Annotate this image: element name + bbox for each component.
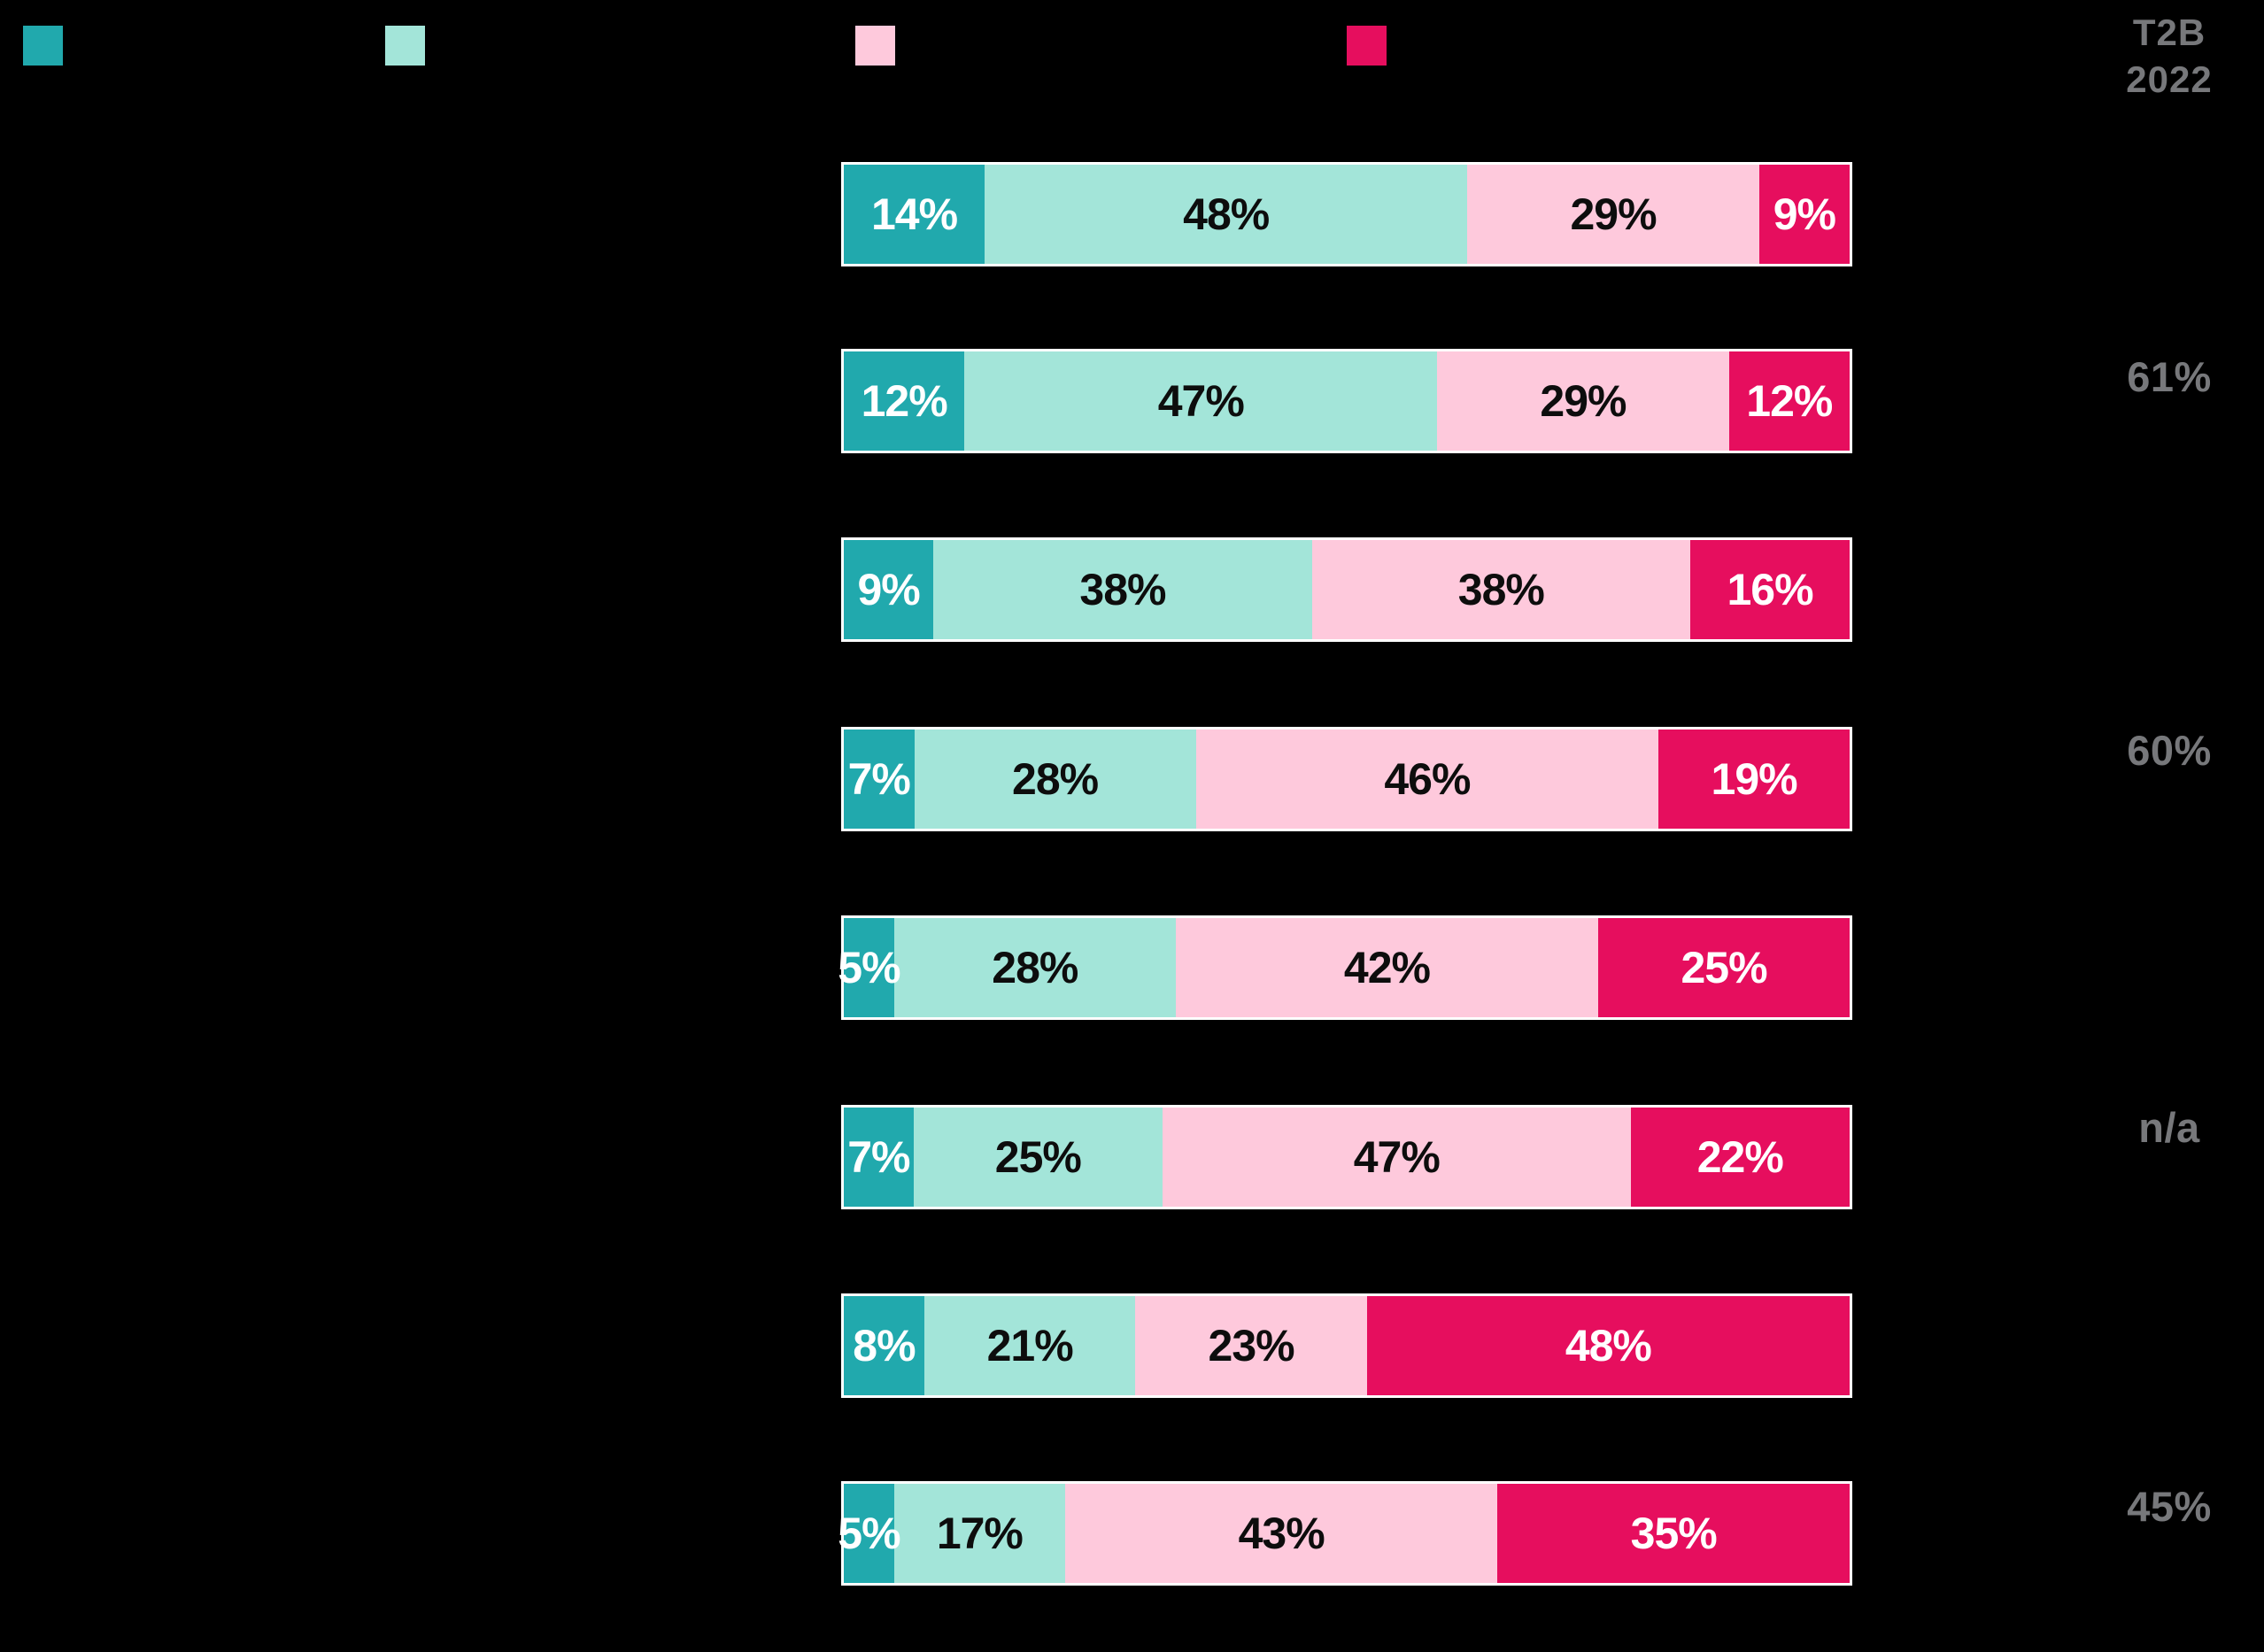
- bar-segment-label: 21%: [986, 1321, 1074, 1370]
- bar-segment-label: 7%: [847, 1132, 910, 1182]
- legend-swatch-4: [1347, 26, 1387, 66]
- bar-segment-label: 25%: [994, 1132, 1082, 1182]
- stacked-bar: 5% 28% 42% 25%: [838, 915, 1852, 1020]
- bar-segment-series-4: 22%: [1630, 1108, 1851, 1207]
- bar-segment-series-2: 48%: [985, 165, 1468, 264]
- bar-segment-series-4: 35%: [1497, 1484, 1850, 1583]
- bar-segment-label: 16%: [1727, 565, 1813, 614]
- bar-segment-series-3: 29%: [1467, 165, 1759, 264]
- bar-segment-label: 12%: [861, 376, 948, 426]
- t2b-value: 45%: [2127, 1482, 2212, 1530]
- legend-swatch-2: [385, 26, 425, 66]
- bar-segment-series-3: 29%: [1437, 351, 1729, 451]
- t2b-value: 61%: [2127, 352, 2212, 400]
- bar-row: 8%21%23%48% n/a: [0, 1293, 2264, 1398]
- bar-segment-series-2: 38%: [933, 540, 1312, 639]
- bar-segment-series-3: 43%: [1064, 1484, 1498, 1583]
- bar-segment-label: 19%: [1711, 754, 1798, 804]
- bar-segment-series-1: 12%: [844, 351, 965, 451]
- bar-segment-series-1: 8%: [844, 1296, 924, 1395]
- bar-segment-label: 25%: [1681, 943, 1767, 992]
- bar-segment-label: 14%: [870, 189, 958, 239]
- stacked-bar: 7% 28% 46% 19%: [841, 727, 1852, 831]
- t2b-column-header: T2B 2022: [2063, 9, 2264, 103]
- bar-segment-label: 17%: [936, 1509, 1024, 1558]
- stacked-bar: 7% 25% 47% 22%: [841, 1105, 1852, 1209]
- bar-segment-label: 28%: [1012, 754, 1099, 804]
- bar-segment-label: 43%: [1238, 1509, 1325, 1558]
- bar-segment-series-4: 19%: [1658, 730, 1850, 829]
- bar-row: 7% 28% 46% 19% 45%: [0, 727, 2264, 1530]
- bar-segment-series-1: 7%: [844, 730, 915, 829]
- bar-segment-label: 28%: [992, 943, 1078, 992]
- bar-segment-series-4: 12%: [1728, 351, 1850, 451]
- bar-segment-label: 5%: [838, 1509, 900, 1558]
- bar-segment-series-2: 17%: [893, 1484, 1065, 1583]
- bar-segment-series-3: 46%: [1195, 730, 1659, 829]
- bar-segment-label: 12%: [1746, 376, 1833, 426]
- bar-segment-label: 38%: [1079, 565, 1166, 614]
- bar-segment-series-4: 9%: [1758, 165, 1850, 264]
- bar-segment-label: 35%: [1630, 1509, 1718, 1558]
- bar-segment-label: 22%: [1696, 1132, 1784, 1182]
- bar-segment-series-3: 47%: [1162, 1108, 1631, 1207]
- stacked-bar: 14% 48% 29% 9%: [841, 162, 1852, 266]
- stacked-bar: 8% 21% 23% 48%: [841, 1293, 1852, 1398]
- bar-row: 7% 25% 47% 22% n/a: [0, 1105, 2264, 1209]
- bar-segment-series-1: 7%: [844, 1108, 914, 1207]
- bar-segment-label: 48%: [1183, 189, 1270, 239]
- legend-swatch-3: [855, 26, 895, 66]
- t2b-value: n/a: [2138, 1103, 2200, 1151]
- bar-segment-series-2: 47%: [964, 351, 1438, 451]
- bar-row: 14% 48% 29% 9% 61%: [0, 162, 2264, 400]
- bar-segment-series-3: 42%: [1175, 918, 1598, 1017]
- bar-segment-series-4: 25%: [1598, 918, 1850, 1017]
- t2b-value: 60%: [2127, 726, 2212, 774]
- stacked-bar: 12% 47% 29% 12%: [841, 349, 1852, 453]
- stacked-bar: 5% 17% 43% 35%: [838, 1481, 1852, 1586]
- bar-segment-series-3: 38%: [1311, 540, 1691, 639]
- bar-segment-series-2: 28%: [893, 918, 1176, 1017]
- bar-row: 9% 38% 38% 16% n/a: [0, 537, 2264, 1151]
- bar-segment-label: 5%: [838, 943, 900, 992]
- bar-segment-series-2: 28%: [914, 730, 1196, 829]
- bar-row: 5%17%43%35% n/a: [0, 1481, 2264, 1586]
- legend-swatch-1: [23, 26, 63, 66]
- bar-segment-label: 7%: [847, 754, 911, 804]
- bar-segment-series-2: 25%: [913, 1108, 1163, 1207]
- bar-segment-series-1: 14%: [844, 165, 985, 264]
- bar-segment-label: 9%: [1773, 189, 1836, 239]
- bar-segment-label: 29%: [1540, 376, 1627, 426]
- bar-segment-series-1: 9%: [844, 540, 934, 639]
- bar-segment-series-1: 5%: [838, 918, 901, 1017]
- bar-segment-label: 47%: [1157, 376, 1245, 426]
- stacked-bar: 9% 38% 38% 16%: [841, 537, 1852, 642]
- t2b-header-line2: 2022: [2126, 58, 2213, 100]
- bar-segment-series-4: 48%: [1366, 1296, 1850, 1395]
- bar-segment-label: 46%: [1384, 754, 1471, 804]
- bar-segment-label: 42%: [1343, 943, 1431, 992]
- bar-segment-label: 47%: [1353, 1132, 1441, 1182]
- bar-row: 12% 47% 29% 12% 60%: [0, 349, 2264, 774]
- bar-segment-label: 38%: [1457, 565, 1545, 614]
- bar-segment-label: 9%: [857, 565, 920, 614]
- bar-segment-series-2: 21%: [923, 1296, 1136, 1395]
- bar-segment-label: 23%: [1208, 1321, 1295, 1370]
- bar-row: 5%28%42%25% n/a: [0, 915, 2264, 1020]
- bar-segment-label: 8%: [853, 1321, 916, 1370]
- bar-segment-series-3: 23%: [1135, 1296, 1367, 1395]
- t2b-header-line1: T2B: [2132, 12, 2206, 53]
- bar-segment-series-1: 5%: [838, 1484, 901, 1583]
- bar-segment-label: 48%: [1565, 1321, 1652, 1370]
- bar-segment-series-4: 16%: [1690, 540, 1850, 639]
- bar-segment-label: 29%: [1570, 189, 1657, 239]
